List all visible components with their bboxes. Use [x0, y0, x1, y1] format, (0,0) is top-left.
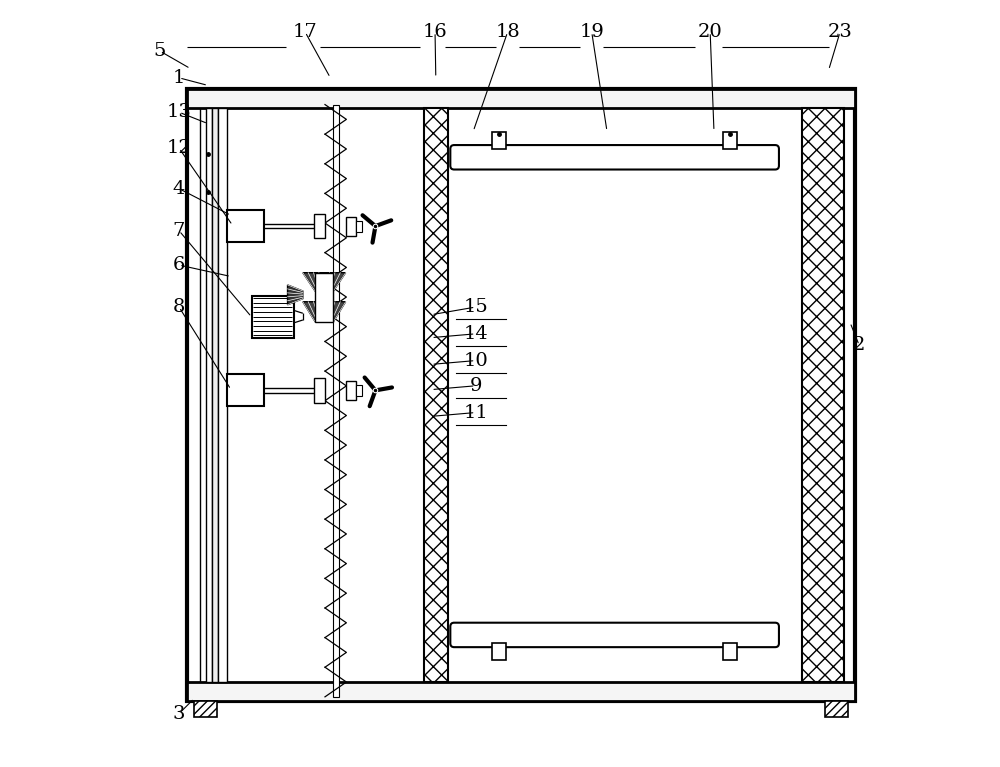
Bar [492, 644, 506, 660]
Text: 1: 1 [173, 69, 185, 87]
Text: 19: 19 [579, 23, 604, 41]
FancyBboxPatch shape [450, 623, 779, 647]
Text: 9: 9 [469, 377, 482, 395]
Text: 13: 13 [167, 104, 191, 121]
Text: 2: 2 [853, 336, 865, 354]
Bar [346, 217, 356, 236]
Polygon shape [303, 273, 346, 291]
Text: 7: 7 [173, 222, 185, 239]
Bar [212, 108, 218, 682]
Bar [723, 132, 737, 149]
Text: 15: 15 [463, 298, 488, 316]
Text: 4: 4 [173, 179, 185, 198]
Text: 8: 8 [173, 298, 185, 316]
Bar [346, 381, 356, 400]
Bar [492, 132, 506, 149]
Text: 3: 3 [173, 705, 185, 723]
Bar [200, 103, 842, 687]
FancyBboxPatch shape [450, 145, 779, 170]
Bar [187, 89, 855, 700]
Bar [315, 273, 333, 321]
Bar [802, 108, 844, 682]
Bar [227, 374, 264, 407]
Bar [187, 89, 855, 108]
Text: 12: 12 [167, 139, 191, 157]
Bar [194, 700, 217, 717]
Bar [825, 700, 848, 717]
Text: 23: 23 [828, 23, 853, 41]
Text: 16: 16 [423, 23, 447, 41]
Polygon shape [288, 285, 303, 304]
Bar [356, 221, 362, 232]
Polygon shape [303, 301, 346, 321]
Bar [227, 210, 264, 242]
Bar [314, 378, 325, 403]
Bar [356, 385, 362, 397]
Bar [187, 682, 855, 700]
Bar [314, 214, 325, 239]
Bar [424, 108, 448, 682]
Text: 11: 11 [463, 403, 488, 422]
Bar [206, 108, 212, 682]
Text: 18: 18 [495, 23, 520, 41]
Bar [252, 295, 294, 337]
Bar [723, 644, 737, 660]
Text: 14: 14 [463, 325, 488, 343]
Text: 5: 5 [154, 42, 166, 60]
Text: 17: 17 [293, 23, 317, 41]
Bar [218, 108, 227, 682]
Text: 10: 10 [463, 351, 488, 370]
Bar [333, 104, 339, 697]
Text: 20: 20 [698, 23, 723, 41]
Text: 6: 6 [173, 256, 185, 274]
